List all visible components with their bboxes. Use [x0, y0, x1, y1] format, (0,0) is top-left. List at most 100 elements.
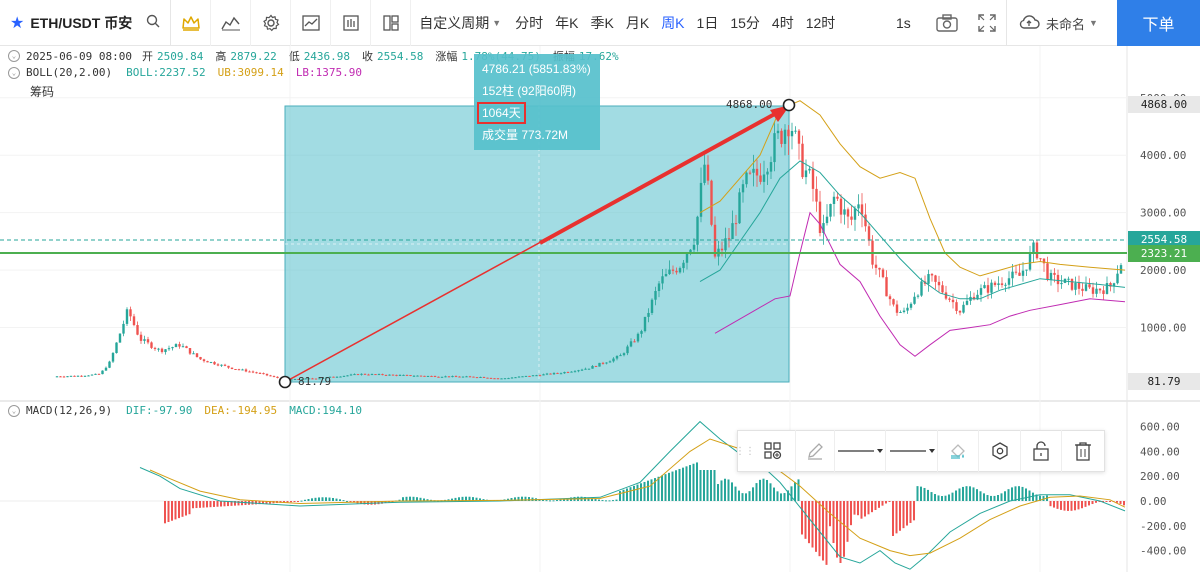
candle-body [888, 296, 892, 300]
candle-body [661, 276, 664, 284]
candle-body [1032, 242, 1035, 253]
macd-bar [1074, 501, 1076, 511]
period-dropdown[interactable]: 自定义周期 ▼ [419, 14, 502, 31]
macd-bar [657, 476, 660, 501]
candle-body [1028, 252, 1032, 270]
star-icon[interactable]: ★ [10, 14, 25, 32]
collapse-toggle-icon[interactable]: ⌄ [8, 66, 20, 79]
candle-body [97, 373, 101, 375]
trash-icon[interactable] [1062, 430, 1104, 472]
candle-body [283, 379, 286, 381]
measure-tooltip: 4786.21 (5851.83%) 152柱 (92阳60阴) 1064天 成… [474, 54, 600, 150]
chips-label[interactable]: 筹码 [30, 85, 55, 99]
macd-bar [755, 483, 758, 501]
macd-bar [927, 489, 929, 501]
layout-name-dropdown[interactable]: 未命名 ▼ [1018, 0, 1098, 46]
interval-8[interactable]: 12时 [805, 14, 836, 31]
interval-2[interactable]: 季K [590, 14, 614, 31]
fullscreen-icon[interactable] [967, 0, 1007, 46]
candle-body [167, 348, 171, 350]
candle-body [416, 375, 419, 377]
lock-icon[interactable] [1021, 430, 1063, 472]
macd-bar [461, 496, 464, 501]
line-width-icon[interactable] [886, 430, 938, 472]
interval-5[interactable]: 1日 [696, 14, 719, 31]
camera-icon[interactable] [927, 0, 967, 46]
measure-start-handle[interactable] [278, 375, 292, 389]
macd-bar [489, 500, 492, 502]
drag-handle-icon[interactable]: ⋮⋮ [735, 445, 755, 457]
order-button[interactable]: 下单 [1117, 0, 1200, 46]
template-icon[interactable] [752, 430, 796, 472]
macd-bar [888, 501, 891, 502]
macd-bar [311, 498, 313, 501]
candle-body [748, 172, 752, 174]
settings-icon[interactable] [251, 0, 292, 46]
candle-body [573, 371, 577, 373]
tooltip-bars: 152柱 (92阳60阴) [482, 84, 577, 98]
candle-body [1060, 282, 1063, 285]
macd-bar [738, 490, 740, 501]
interval-6[interactable]: 15分 [730, 14, 760, 31]
pencil-icon[interactable] [796, 430, 836, 472]
fill-color-icon[interactable] [938, 430, 980, 472]
interval-realtime[interactable]: 1s [896, 15, 911, 31]
macd-bar [363, 501, 366, 505]
crown-icon[interactable] [171, 0, 212, 46]
macd-bar [423, 498, 425, 501]
candle-body [1000, 283, 1004, 285]
boll-title[interactable]: BOLL(20,2.00) [26, 66, 113, 79]
replay-icon[interactable] [331, 0, 372, 46]
indicator-icon[interactable] [211, 0, 252, 46]
measure-end-handle[interactable] [782, 98, 796, 112]
macd-bar [937, 495, 940, 501]
chart-type-icon[interactable] [291, 0, 332, 46]
macd-bar [972, 487, 975, 501]
candle-body [356, 374, 360, 376]
macd-bar [437, 500, 439, 502]
macd-legend: ⌄ MACD(12,26,9) DIF:-97.90 DEA:-194.95 M… [8, 404, 362, 417]
macd-bar [503, 499, 506, 501]
interval-1[interactable]: 年K [555, 14, 579, 31]
interval-0[interactable]: 分时 [515, 14, 544, 31]
candle-body [1035, 242, 1039, 259]
candle-body [311, 378, 314, 380]
interval-3[interactable]: 月K [625, 14, 650, 31]
boll-ub-value: UB:3099.14 [217, 66, 284, 79]
candle-body [955, 302, 958, 311]
macd-bar [916, 486, 919, 501]
collapse-toggle-icon[interactable]: ⌄ [8, 404, 20, 417]
candle-body [727, 238, 731, 240]
line-style-icon[interactable] [835, 430, 887, 472]
macd-bar [213, 501, 215, 507]
macd-bar [780, 493, 782, 501]
macd-title[interactable]: MACD(12,26,9) [26, 404, 113, 417]
interval-7[interactable]: 4时 [771, 14, 794, 31]
search-icon[interactable] [146, 14, 160, 31]
candle-body [969, 296, 972, 301]
collapse-toggle-icon[interactable]: ⌄ [8, 50, 20, 62]
candle-body [297, 379, 300, 381]
candle-body [104, 367, 108, 371]
candle-body [258, 372, 262, 374]
candle-body [87, 375, 90, 377]
macd-bar [1049, 501, 1052, 507]
candle-body [90, 374, 94, 376]
candle-body [185, 346, 188, 349]
candle-body [892, 299, 895, 305]
interval-4[interactable]: 周K [661, 14, 685, 31]
candle-body [976, 294, 979, 300]
macd-bar [517, 496, 520, 501]
candle-body [304, 378, 307, 380]
macd-bar [577, 496, 579, 501]
settings-icon[interactable] [979, 430, 1021, 472]
symbol-selector[interactable]: ★ ETH/USDT 币安 [0, 0, 172, 46]
candle-body [825, 216, 829, 224]
macd-bar [976, 489, 978, 501]
macd-bar [367, 501, 369, 505]
candle-body [528, 375, 531, 377]
macd-bar [1014, 486, 1017, 501]
boll-legend: ⌄ BOLL(20,2.00) BOLL:2237.52 UB:3099.14 … [8, 66, 374, 79]
layout-icon[interactable] [371, 0, 412, 46]
candle-body [545, 373, 549, 375]
